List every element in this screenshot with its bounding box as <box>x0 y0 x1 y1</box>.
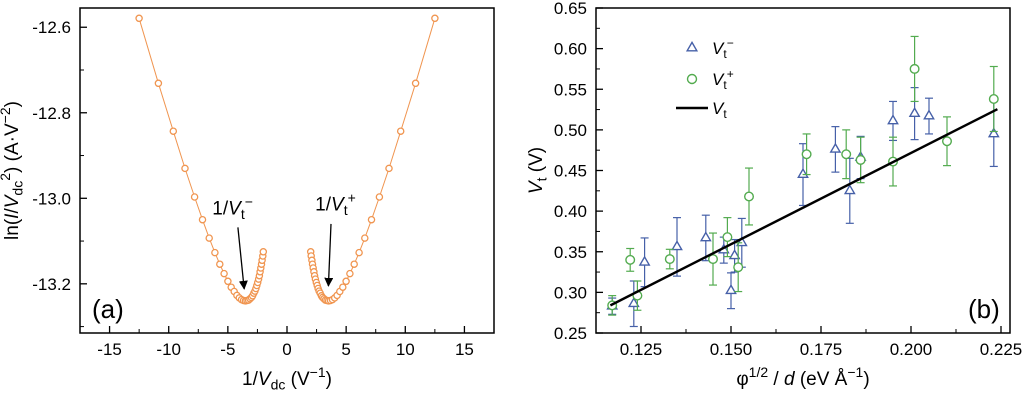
panel_b-xtick-label: 0.200 <box>890 340 933 359</box>
panel_a-ytick-label: -13.0 <box>32 189 71 208</box>
legend-label-vt-fit: Vt <box>712 99 727 121</box>
panel_b-ytick-label: 0.30 <box>554 283 587 302</box>
panel_a-xlabel: 1/Vdc (V−1) <box>242 364 332 393</box>
panel_b-ytick-label: 0.45 <box>554 162 587 181</box>
annotation-vt-minus: 1/Vt− <box>212 194 253 223</box>
panel_b-ytick-label: 0.25 <box>554 324 587 343</box>
panel_b-ylabel: Vt (V) <box>526 147 550 194</box>
panel_a-xtick-label: 0 <box>282 340 291 359</box>
panel_b-ytick-label: 0.40 <box>554 202 587 221</box>
legend-marker-vt-plus <box>686 73 698 85</box>
panel-a-chart: -15 -10 -5 0 5 10 15 -13.2 -13.0 -12.8 -12.6 1/Vdc … <box>0 7 495 393</box>
panel_a-ylabel: ln(I/Vdc2) (A·V−2) <box>0 101 26 240</box>
panel_b-panel-label: (b) <box>968 294 1000 324</box>
panel_a-ytick-label: -12.8 <box>32 104 71 123</box>
panel_a-xtick-label: 15 <box>455 340 474 359</box>
panel_a-xtick-label: 10 <box>396 340 415 359</box>
legend-marker-vt-minus <box>685 40 699 52</box>
panel_b-ytick-label: 0.50 <box>554 121 587 140</box>
legend-label-vt-minus: Vt− <box>712 36 734 61</box>
panel_b-xlabel: φ1/2 / d (eV Å−1) <box>736 364 869 390</box>
panel_a-ytick-label: -13.2 <box>32 275 71 294</box>
annotation-vt-plus: 1/Vt+ <box>315 189 356 218</box>
panel_b-xtick-label: 0.125 <box>620 340 663 359</box>
panel_b-xtick-label: 0.175 <box>800 340 843 359</box>
panel_b-xtick-label: 0.150 <box>710 340 753 359</box>
panel_a-xtick-label: -10 <box>156 340 181 359</box>
panel_a-xtick-label: -15 <box>97 340 122 359</box>
panel_b-ytick-label: 0.60 <box>554 40 587 59</box>
annotation-arrow-vt-plus <box>324 223 334 287</box>
panel_b-ytick-label: 0.55 <box>554 80 587 99</box>
panel_b-ytick-label: 0.65 <box>554 0 587 18</box>
fit-line <box>609 108 998 307</box>
panel_a-xtick-label: 5 <box>341 340 350 359</box>
panel-b-chart: 0.125 0.150 0.175 0.200 0.225 0.25 0.30 0.35 0.4… <box>526 0 1023 390</box>
legend-label-vt-plus: Vt+ <box>712 67 734 92</box>
panel_a-frame <box>79 7 495 334</box>
panel_a-ytick-label: -12.6 <box>32 18 71 37</box>
panel_a-xtick-label: -5 <box>220 340 235 359</box>
panel_b-ytick-label: 0.35 <box>554 243 587 262</box>
panel_b-xtick-label: 0.225 <box>980 340 1023 359</box>
panel_a-panel-label: (a) <box>92 294 124 324</box>
annotation-arrow-vt-minus <box>237 227 248 290</box>
